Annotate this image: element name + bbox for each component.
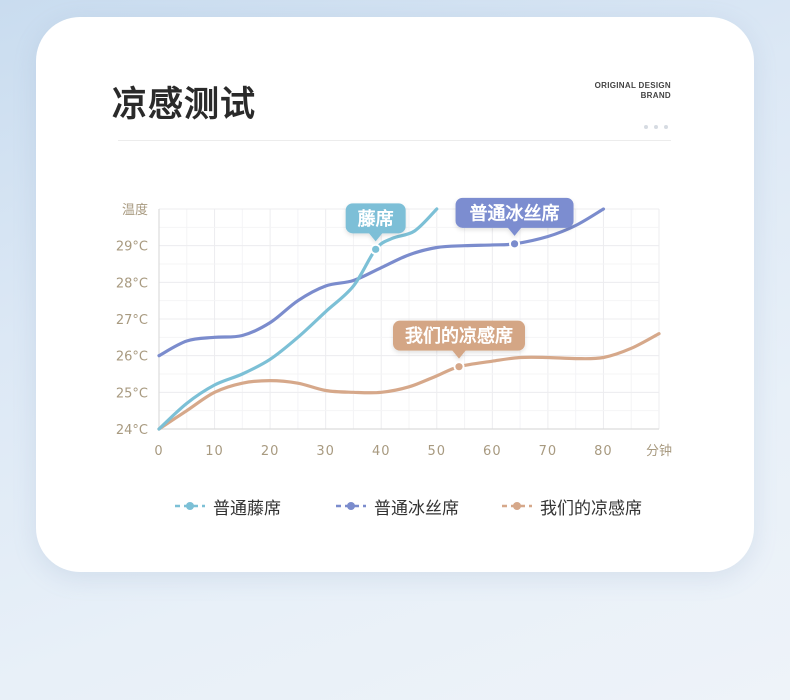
x-tick-label: 70 bbox=[539, 444, 558, 459]
x-tick-label: 30 bbox=[316, 444, 335, 459]
y-axis-title: 温度 bbox=[122, 202, 148, 218]
legend-marker-rattan bbox=[186, 502, 194, 510]
callout-label-rattan: 藤席 bbox=[358, 208, 394, 230]
legend-line-rattan-icon bbox=[175, 502, 205, 510]
callout-rattan: 藤席 bbox=[345, 203, 406, 242]
legend-marker-ice-silk bbox=[347, 502, 355, 510]
chart-card bbox=[36, 17, 754, 572]
brand-line-2: BRAND bbox=[640, 91, 671, 100]
callout-label-ice-silk: 普通冰丝席 bbox=[470, 202, 560, 224]
callout-pointer-ice-silk bbox=[507, 227, 522, 236]
x-tick-label: 40 bbox=[372, 444, 391, 459]
marker-point-ice-silk bbox=[510, 240, 519, 248]
series-line-our-mat bbox=[157, 332, 661, 431]
legend-label-our-mat: 我们的凉感席 bbox=[540, 498, 642, 519]
x-tick-label: 10 bbox=[205, 444, 224, 459]
legend-item-our-mat: 我们的凉感席 bbox=[502, 494, 642, 519]
callout-ice-silk: 普通冰丝席 bbox=[455, 197, 574, 236]
legend-item-rattan: 普通藤席 bbox=[175, 494, 281, 519]
y-tick-label: 27°C bbox=[116, 313, 148, 328]
header-divider bbox=[118, 140, 671, 141]
callout-label-our-mat: 我们的凉感席 bbox=[405, 325, 513, 347]
decorative-dots bbox=[644, 125, 668, 129]
x-axis-title: 分钟 bbox=[646, 443, 672, 459]
legend-marker-our-mat bbox=[513, 502, 521, 510]
x-tick-label: 50 bbox=[428, 444, 447, 459]
y-tick-label: 29°C bbox=[116, 240, 148, 255]
x-tick-label: 20 bbox=[261, 444, 280, 459]
legend-line-our-mat-icon bbox=[502, 502, 532, 510]
legend-line-ice-silk-icon bbox=[336, 502, 366, 510]
callout-our-mat: 我们的凉感席 bbox=[393, 320, 525, 359]
legend-item-ice-silk: 普通冰丝席 bbox=[336, 494, 459, 519]
brand-line-1: ORIGINAL DESIGN bbox=[594, 81, 671, 90]
callout-box-ice-silk bbox=[455, 197, 574, 228]
x-tick-label: 60 bbox=[483, 444, 502, 459]
x-tick-label: 0 bbox=[154, 444, 163, 459]
x-tick-label: 80 bbox=[594, 444, 613, 459]
legend-label-rattan: 普通藤席 bbox=[213, 498, 281, 519]
marker-point-rattan bbox=[372, 245, 380, 253]
dot bbox=[654, 125, 658, 129]
callout-pointer-our-mat bbox=[452, 350, 466, 359]
callout-box-rattan bbox=[345, 203, 406, 234]
series-line-rattan bbox=[157, 207, 439, 431]
brand-label: ORIGINAL DESIGN BRAND bbox=[595, 81, 671, 101]
marker-point-our-mat bbox=[455, 363, 463, 371]
dot bbox=[644, 125, 648, 129]
legend-label-ice-silk: 普通冰丝席 bbox=[374, 498, 459, 519]
callout-pointer-rattan bbox=[368, 232, 383, 242]
y-tick-label: 25°C bbox=[116, 386, 148, 401]
chart-legend: 普通藤席 普通冰丝席 我们的凉感席 bbox=[0, 494, 790, 519]
y-tick-label: 26°C bbox=[116, 350, 148, 365]
page-title: 凉感测试 bbox=[112, 85, 257, 125]
y-tick-label: 28°C bbox=[116, 276, 148, 291]
y-tick-label: 24°C bbox=[116, 423, 148, 438]
dot bbox=[664, 125, 668, 129]
callout-box-our-mat bbox=[393, 320, 525, 351]
series-line-ice-silk bbox=[157, 207, 606, 358]
